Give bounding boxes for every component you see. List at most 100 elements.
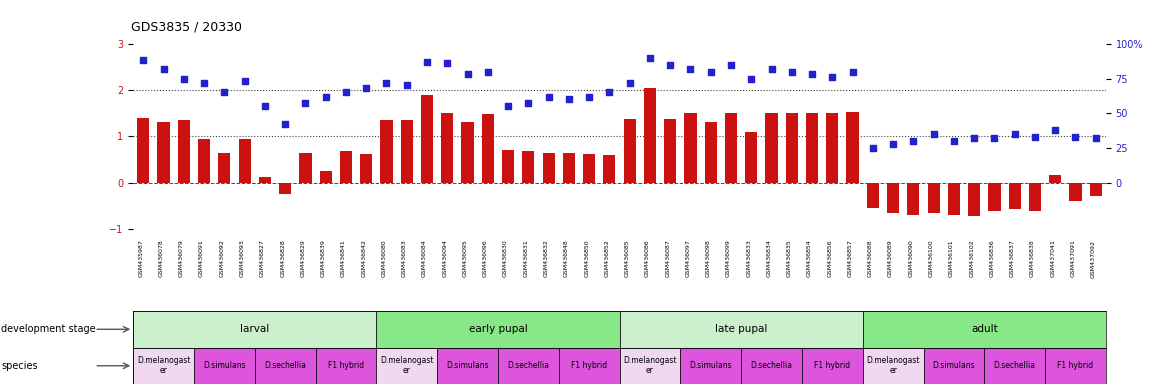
Text: D.sechellia: D.sechellia xyxy=(264,361,306,370)
Text: GSM436857: GSM436857 xyxy=(848,240,852,277)
Text: D.melanogast
er: D.melanogast er xyxy=(137,356,190,376)
Text: GSM436838: GSM436838 xyxy=(1029,240,1035,277)
Bar xyxy=(1049,175,1061,182)
Text: GSM436094: GSM436094 xyxy=(442,240,447,277)
Bar xyxy=(620,311,863,348)
Bar xyxy=(315,348,376,384)
Text: GSM436834: GSM436834 xyxy=(767,240,771,277)
Text: GSM436856: GSM436856 xyxy=(827,240,833,277)
Bar xyxy=(623,119,636,182)
Text: GSM436831: GSM436831 xyxy=(523,240,528,277)
Point xyxy=(337,89,356,96)
Bar xyxy=(177,120,190,182)
Text: F1 hybrid: F1 hybrid xyxy=(814,361,850,370)
Text: GSM435987: GSM435987 xyxy=(138,240,144,277)
Bar xyxy=(866,182,879,208)
Bar xyxy=(320,171,331,182)
Text: GSM436830: GSM436830 xyxy=(503,240,508,277)
Bar xyxy=(928,182,939,213)
Text: D.melanogast
er: D.melanogast er xyxy=(623,356,676,376)
Point xyxy=(1086,135,1105,141)
Text: GSM436827: GSM436827 xyxy=(259,240,265,277)
Point xyxy=(580,93,599,99)
Bar xyxy=(582,154,595,182)
Text: development stage: development stage xyxy=(1,324,96,334)
Bar xyxy=(684,113,696,182)
Point xyxy=(478,68,497,74)
Text: GSM436084: GSM436084 xyxy=(422,240,427,277)
Text: GSM436080: GSM436080 xyxy=(381,240,387,277)
Point xyxy=(843,68,862,74)
Point xyxy=(904,138,923,144)
Bar xyxy=(339,151,352,182)
Text: D.sechellia: D.sechellia xyxy=(507,361,549,370)
Point xyxy=(256,103,274,109)
Bar xyxy=(863,348,923,384)
Bar xyxy=(558,348,620,384)
Bar xyxy=(806,113,818,182)
Point xyxy=(1026,134,1045,140)
Point xyxy=(235,78,254,84)
Text: adult: adult xyxy=(970,324,998,334)
Point xyxy=(499,103,518,109)
Bar xyxy=(603,155,615,182)
Text: GSM436093: GSM436093 xyxy=(240,240,244,277)
Text: GSM436852: GSM436852 xyxy=(604,240,609,277)
Bar xyxy=(826,113,838,182)
Bar xyxy=(376,311,620,348)
Bar xyxy=(437,348,498,384)
Bar xyxy=(620,348,680,384)
Text: GSM436102: GSM436102 xyxy=(969,240,974,277)
Point xyxy=(783,68,801,74)
Bar xyxy=(420,95,433,182)
Bar xyxy=(785,113,798,182)
Point xyxy=(600,89,618,96)
Text: GSM436835: GSM436835 xyxy=(786,240,792,277)
Point xyxy=(945,138,963,144)
Bar xyxy=(255,348,315,384)
Bar xyxy=(1045,348,1106,384)
Bar xyxy=(482,114,493,182)
Point xyxy=(438,60,456,66)
Point xyxy=(559,96,578,103)
Point xyxy=(296,100,315,106)
Text: GDS3835 / 20330: GDS3835 / 20330 xyxy=(131,20,242,33)
Text: F1 hybrid: F1 hybrid xyxy=(571,361,607,370)
Point xyxy=(702,68,720,74)
Bar xyxy=(704,122,717,182)
Text: D.simulans: D.simulans xyxy=(446,361,489,370)
Text: GSM436848: GSM436848 xyxy=(564,240,569,277)
Bar xyxy=(1028,182,1041,211)
Point xyxy=(134,57,153,63)
Text: GSM436100: GSM436100 xyxy=(929,240,933,277)
Text: D.simulans: D.simulans xyxy=(203,361,245,370)
Bar xyxy=(725,113,736,182)
Bar xyxy=(947,182,960,215)
Text: GSM436092: GSM436092 xyxy=(219,240,225,277)
Bar xyxy=(193,348,255,384)
Text: GSM437091: GSM437091 xyxy=(1070,240,1076,277)
Bar xyxy=(1090,182,1101,197)
Text: GSM436083: GSM436083 xyxy=(402,240,406,277)
Point xyxy=(823,74,842,80)
Bar xyxy=(1069,182,1082,201)
Text: GSM436088: GSM436088 xyxy=(867,240,873,277)
Bar xyxy=(664,119,676,182)
Text: larval: larval xyxy=(240,324,270,334)
Text: GSM436091: GSM436091 xyxy=(199,240,204,277)
Point xyxy=(154,66,173,72)
Bar xyxy=(563,152,574,182)
Bar xyxy=(157,122,169,182)
Bar xyxy=(846,112,858,182)
Text: GSM436832: GSM436832 xyxy=(543,240,549,277)
Bar xyxy=(542,152,555,182)
Bar xyxy=(522,151,534,182)
Text: GSM436833: GSM436833 xyxy=(746,240,752,277)
Point xyxy=(276,121,294,127)
Text: GSM436099: GSM436099 xyxy=(726,240,731,277)
Text: GSM436079: GSM436079 xyxy=(178,240,184,277)
Point xyxy=(640,55,659,61)
Point xyxy=(378,79,396,86)
Point xyxy=(742,75,761,81)
Bar xyxy=(644,88,655,182)
